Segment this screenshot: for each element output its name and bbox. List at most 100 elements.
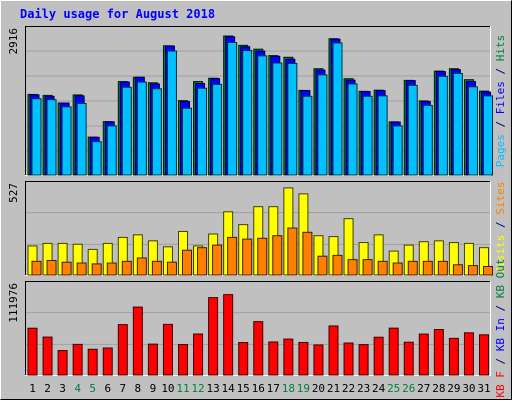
bottom-bar-kb-f	[448, 337, 459, 376]
bottom-bar-kb-f	[358, 344, 369, 376]
x-tick-label: 23	[357, 382, 370, 395]
top-bar-pages	[347, 83, 358, 176]
bottom-legend-item: /	[494, 298, 507, 318]
top-bar-pages	[31, 98, 42, 176]
x-tick-label: 29	[447, 382, 460, 395]
top-bar-pages	[422, 104, 433, 176]
bottom-bar-kb-f	[328, 325, 339, 376]
x-tick-label: 18	[282, 382, 295, 395]
middle-bar-sites	[76, 262, 87, 276]
top-bar-pages	[452, 72, 463, 176]
top-bar-pages	[437, 75, 448, 176]
x-tick-label: 31	[477, 382, 490, 395]
middle-bar-sites	[151, 260, 162, 276]
bottom-legend: KB F / KB In / KB Out	[494, 258, 507, 397]
top-bar-pages	[242, 50, 253, 176]
x-tick-label: 4	[74, 382, 81, 395]
top-bar-pages	[302, 95, 313, 176]
x-tick-label: 9	[150, 382, 157, 395]
top-legend-item: Hits	[494, 35, 507, 62]
x-tick-label: 28	[432, 382, 445, 395]
top-bar-pages	[121, 86, 132, 176]
middle-bar-sites	[422, 260, 433, 276]
bottom-bar-kb-f	[57, 350, 68, 376]
x-tick-label: 1	[29, 382, 36, 395]
middle-bar-sites	[91, 263, 102, 276]
bottom-bar-kb-f	[343, 342, 354, 376]
bottom-bar-kb-f	[72, 343, 83, 376]
middle-bar-sites	[106, 262, 117, 276]
bottom-bar-kb-f	[403, 341, 414, 376]
middle-bar-sites	[377, 260, 388, 276]
x-tick-label: 10	[161, 382, 174, 395]
bottom-bar-kb-f	[208, 297, 219, 376]
top-bar-pages	[362, 95, 373, 176]
middle-bar-sites	[61, 261, 72, 276]
top-bar-pages	[61, 106, 72, 176]
x-tick-label: 25	[387, 382, 400, 395]
bottom-bar-kb-f	[253, 321, 264, 376]
bottom-legend-item: KB F	[494, 371, 507, 398]
x-tick-label: 8	[135, 382, 142, 395]
x-tick-label: 17	[267, 382, 280, 395]
x-tick-label: 5	[89, 382, 96, 395]
x-tick-label: 19	[297, 382, 310, 395]
x-tick-label: 13	[206, 382, 219, 395]
top-bar-pages	[332, 42, 343, 176]
bottom-bar-kb-f	[193, 333, 204, 376]
x-tick-label: 27	[417, 382, 430, 395]
top-legend-item: /	[494, 61, 507, 81]
x-tick-label: 6	[104, 382, 111, 395]
top-bar-pages	[317, 74, 328, 176]
top-bar-pages	[392, 125, 403, 176]
bottom-legend-item: /	[494, 351, 507, 371]
bottom-legend-item: KB In	[494, 318, 507, 351]
x-tick-label: 7	[119, 382, 126, 395]
top-bar-pages	[151, 88, 162, 176]
bottom-bar-kb-f	[268, 341, 279, 376]
bottom-bar-kb-f	[147, 343, 158, 376]
bottom-bar-kb-f	[87, 348, 98, 376]
middle-y-max-label: 527	[7, 183, 20, 203]
middle-bar-sites	[227, 236, 238, 276]
x-tick-label: 11	[176, 382, 189, 395]
middle-bar-sites	[483, 265, 493, 276]
x-tick-label: 16	[252, 382, 265, 395]
bottom-y-max-label: 111976	[7, 283, 20, 323]
bottom-bar-kb-f	[42, 336, 53, 376]
top-bar-pages	[182, 107, 192, 176]
middle-legend-item: /	[494, 215, 507, 235]
top-bar-pages	[227, 41, 238, 176]
top-legend-item: /	[494, 114, 507, 134]
middle-bar-sites	[317, 255, 328, 276]
bottom-bar-kb-f	[223, 294, 234, 376]
chart-title: Daily usage for August 2018	[20, 7, 215, 21]
top-legend: Pages / Files / Hits	[494, 35, 507, 168]
middle-bar-sites	[182, 249, 192, 276]
bottom-bar-kb-f	[178, 344, 188, 376]
middle-bar-sites	[437, 260, 448, 276]
middle-bar-sites	[197, 247, 208, 276]
top-bar-pages	[483, 95, 493, 176]
x-tick-label: 26	[402, 382, 415, 395]
bottom-bar-kb-f	[313, 344, 324, 376]
bottom-bar-kb-f	[463, 332, 474, 376]
bottom-bar-kb-f	[162, 323, 173, 376]
top-bar-pages	[257, 55, 268, 176]
middle-bar-sites	[392, 262, 403, 276]
middle-bar-sites	[272, 235, 283, 276]
middle-bar-sites	[257, 237, 268, 276]
top-bar-pages	[166, 50, 177, 176]
middle-bar-sites	[467, 265, 478, 276]
bottom-bar-kb-f	[433, 329, 444, 376]
x-tick-label: 24	[372, 382, 386, 395]
top-bar-pages	[76, 102, 87, 176]
middle-bar-sites	[347, 259, 358, 276]
top-legend-item: Files	[494, 81, 507, 114]
middle-bar-sites	[31, 260, 42, 276]
x-tick-label: 2	[44, 382, 51, 395]
bottom-bar-kb-f	[238, 342, 249, 376]
top-bar-pages	[377, 95, 388, 176]
bottom-bar-kb-f	[102, 347, 113, 376]
middle-bar-sites	[136, 257, 147, 276]
